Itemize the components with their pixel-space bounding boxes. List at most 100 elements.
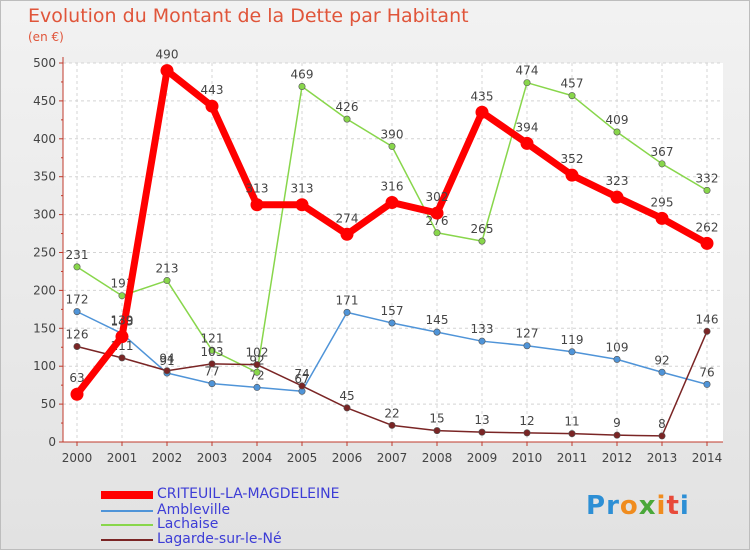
data-label-ambleville: 172 — [66, 293, 89, 307]
data-label-ambleville: 171 — [336, 293, 359, 307]
legend-label: Lagarde-sur-le-Né — [157, 531, 282, 547]
data-point-lachaise — [658, 160, 666, 168]
x-tick-label: 2003 — [197, 451, 228, 465]
data-point-ambleville — [343, 308, 351, 316]
chart-title: Evolution du Montant de la Dette par Hab… — [28, 5, 469, 27]
x-tick-label: 2010 — [512, 451, 543, 465]
x-tick-label: 2011 — [557, 451, 588, 465]
y-tick-label: 100 — [33, 359, 56, 373]
data-point-lachaise — [73, 263, 81, 271]
data-label-lachaise: 332 — [696, 171, 719, 185]
data-point-criteuil-la-magdeleine — [385, 195, 399, 209]
y-tick-label: 0 — [48, 435, 56, 449]
data-point-lagarde-sur-le-n — [703, 327, 711, 335]
data-label-criteuil-la-magdeleine: 302 — [426, 190, 449, 204]
data-label-lagarde-sur-le-n: 102 — [246, 346, 269, 360]
data-point-ambleville — [568, 348, 576, 356]
data-label-criteuil-la-magdeleine: 295 — [651, 195, 674, 209]
x-tick-label: 2013 — [647, 451, 678, 465]
data-label-criteuil-la-magdeleine: 313 — [291, 182, 314, 196]
y-tick-label: 400 — [33, 132, 56, 146]
data-point-lagarde-sur-le-n — [433, 427, 441, 435]
chart-subtitle: (en €) — [28, 30, 64, 44]
data-point-lagarde-sur-le-n — [523, 429, 531, 437]
data-label-lagarde-sur-le-n: 146 — [696, 312, 719, 326]
y-tick-label: 150 — [33, 321, 56, 335]
x-tick-label: 2001 — [107, 451, 138, 465]
x-tick-label: 2014 — [692, 451, 723, 465]
data-point-lachaise — [343, 115, 351, 123]
data-point-ambleville — [658, 368, 666, 376]
data-point-ambleville — [388, 319, 396, 327]
data-label-ambleville: 127 — [516, 327, 539, 341]
data-point-criteuil-la-magdeleine — [610, 190, 624, 204]
x-tick-label: 2012 — [602, 451, 633, 465]
data-label-lachaise: 213 — [156, 262, 179, 276]
data-point-lachaise — [568, 92, 576, 100]
data-label-lagarde-sur-le-n: 11 — [564, 415, 579, 429]
data-point-ambleville — [208, 380, 216, 388]
data-label-lagarde-sur-le-n: 12 — [519, 414, 534, 428]
data-point-lagarde-sur-le-n — [343, 404, 351, 412]
data-label-criteuil-la-magdeleine: 274 — [336, 211, 359, 225]
legend-label: Ambleville — [157, 502, 231, 518]
data-point-lagarde-sur-le-n — [478, 428, 486, 436]
data-point-lagarde-sur-le-n — [388, 421, 396, 429]
data-point-criteuil-la-magdeleine — [250, 198, 264, 212]
y-tick-label: 250 — [33, 246, 56, 260]
x-tick-label: 2005 — [287, 451, 318, 465]
proxiti-logo: Proxiti — [586, 491, 690, 521]
data-label-criteuil-la-magdeleine: 63 — [69, 371, 84, 385]
data-label-criteuil-la-magdeleine: 262 — [696, 220, 719, 234]
data-point-lachaise — [703, 186, 711, 194]
x-tick-label: 2000 — [62, 451, 93, 465]
data-label-criteuil-la-magdeleine: 352 — [561, 152, 584, 166]
data-label-ambleville: 67 — [294, 372, 309, 386]
data-label-ambleville: 145 — [426, 313, 449, 327]
logo-letter: i — [679, 491, 690, 521]
logo-letter: o — [619, 491, 639, 521]
data-label-lagarde-sur-le-n: 45 — [339, 389, 354, 403]
data-point-criteuil-la-magdeleine — [70, 387, 84, 401]
data-label-criteuil-la-magdeleine: 490 — [156, 48, 179, 62]
data-label-lachaise: 265 — [471, 222, 494, 236]
data-label-lachaise: 474 — [516, 64, 539, 78]
x-tick-label: 2002 — [152, 451, 183, 465]
x-tick-label: 2008 — [422, 451, 453, 465]
x-tick-label: 2009 — [467, 451, 498, 465]
data-label-lagarde-sur-le-n: 13 — [474, 413, 489, 427]
data-label-criteuil-la-magdeleine: 313 — [246, 182, 269, 196]
data-label-lachaise: 457 — [561, 77, 584, 91]
data-label-lagarde-sur-le-n: 8 — [658, 417, 666, 431]
y-tick-label: 300 — [33, 208, 56, 222]
data-label-criteuil-la-magdeleine: 394 — [516, 120, 539, 134]
data-label-ambleville: 133 — [471, 322, 494, 336]
data-point-ambleville — [73, 308, 81, 316]
data-label-ambleville: 92 — [654, 353, 669, 367]
data-point-lachaise — [208, 346, 216, 354]
data-point-lachaise — [253, 368, 261, 376]
data-label-criteuil-la-magdeleine: 316 — [381, 179, 404, 193]
data-point-lagarde-sur-le-n — [298, 382, 306, 390]
data-label-lachaise: 390 — [381, 127, 404, 141]
data-label-lachaise: 276 — [426, 214, 449, 228]
data-label-criteuil-la-magdeleine: 139 — [111, 314, 134, 328]
logo-letter: i — [656, 491, 667, 521]
data-label-ambleville: 77 — [204, 365, 219, 379]
logo-letter: P — [586, 491, 607, 521]
data-point-criteuil-la-magdeleine — [160, 64, 174, 78]
data-point-ambleville — [433, 328, 441, 336]
data-point-ambleville — [253, 383, 261, 391]
x-tick-label: 2004 — [242, 451, 273, 465]
data-label-lagarde-sur-le-n: 15 — [429, 412, 444, 426]
data-point-criteuil-la-magdeleine — [295, 198, 309, 212]
logo-letter: x — [638, 491, 657, 521]
data-point-lagarde-sur-le-n — [253, 361, 261, 369]
data-point-ambleville — [523, 342, 531, 350]
data-label-lachaise: 92 — [249, 353, 264, 367]
data-label-lachaise: 426 — [336, 100, 359, 114]
data-point-lagarde-sur-le-n — [658, 432, 666, 440]
data-label-lachaise: 121 — [201, 331, 224, 345]
data-label-lachaise: 469 — [291, 67, 314, 81]
